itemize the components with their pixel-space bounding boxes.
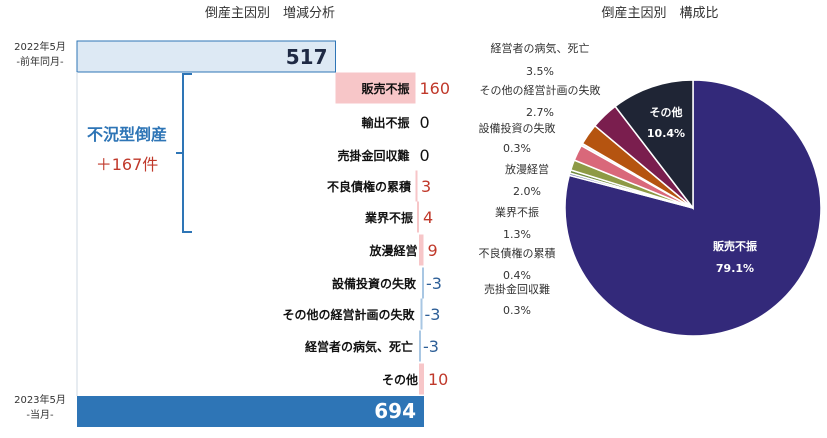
pie-label-8: 経営者の病気、死亡: [491, 41, 590, 55]
start-bar: [76, 40, 336, 73]
value-label-3: 0: [420, 146, 430, 165]
category-label-2: 輸出不振: [361, 115, 409, 130]
value-label-2: 0: [420, 113, 430, 132]
waterfall-bar-9: [419, 330, 421, 362]
pie-label-7: その他の経営計画の失敗: [480, 83, 601, 97]
category-label-3: 売掛金回収難: [337, 148, 409, 163]
waterfall-bar-5: [417, 201, 419, 233]
end-label-line2: -当月-: [26, 408, 54, 421]
pie-pct-5: 2.0%: [513, 185, 541, 198]
end-bar-value: 694: [374, 399, 416, 423]
pie-pct-2: 0.3%: [503, 304, 531, 317]
pie-label-4: 業界不振: [495, 205, 539, 219]
waterfall-bar-7: [422, 267, 424, 299]
pie-label-5: 放漫経営: [505, 162, 549, 176]
pie-label-6: 設備投資の失敗: [479, 121, 556, 135]
value-label-10: 10: [428, 370, 448, 389]
value-label-6: 9: [428, 241, 438, 260]
pie-label-1: 販売不振: [713, 239, 757, 253]
waterfall-chart: 517 2022年5月 -前年同月- 販売不振 160 輸出不振 0 売掛金回収難 0 不良債権の…: [14, 40, 450, 427]
category-label-6: 放漫経営: [368, 243, 417, 258]
pie-pct-1: 79.1%: [716, 262, 754, 275]
pie-chart: 販売不振 79.1% 売掛金回収難 0.3% 不良債権の累積 0.4% 業界不振 1.3% 放漫…: [479, 41, 822, 337]
waterfall-bar-10: [419, 363, 424, 395]
waterfall-bar-6: [419, 234, 424, 266]
category-label-4: 不良債権の累積: [327, 179, 412, 194]
value-label-4: 3: [421, 177, 431, 196]
category-label-7: 設備投資の失敗: [332, 276, 417, 291]
value-label-9: -3: [423, 337, 439, 356]
pie-pct-6: 0.3%: [503, 142, 531, 155]
pie-label-2: 売掛金回収難: [484, 282, 550, 296]
category-label-8: その他の経営計画の失敗: [282, 307, 415, 322]
value-label-5: 4: [423, 208, 433, 227]
pie-pct-4: 1.3%: [503, 228, 531, 241]
pie-label-3: 不良債権の累積: [479, 246, 556, 260]
waterfall-bar-1: [335, 72, 416, 104]
annotation-bracket: [176, 73, 192, 233]
value-label-8: -3: [425, 305, 441, 324]
pie-slice-9: [614, 79, 694, 211]
start-label-line2: -前年同月-: [16, 55, 64, 68]
end-label-line1: 2023年5月: [14, 393, 66, 406]
annotation-line1: 不況型倒産: [87, 125, 167, 144]
start-bar-value: 517: [286, 45, 328, 69]
annotation-line2: ＋167件: [96, 155, 159, 174]
pie-pct-9: 10.4%: [647, 127, 685, 140]
waterfall-title: 倒産主因別 増減分析: [205, 5, 335, 21]
pie-label-9: その他: [650, 105, 683, 119]
pie-pct-7: 2.7%: [526, 106, 554, 119]
end-bar: [77, 396, 424, 427]
waterfall-bar-4: [415, 170, 418, 202]
category-label-5: 業界不振: [364, 210, 413, 225]
value-label-1: 160: [420, 79, 451, 98]
value-label-7: -3: [426, 274, 442, 293]
start-label-line1: 2022年5月: [14, 40, 66, 53]
pie-pct-3: 0.4%: [503, 269, 531, 282]
pie-title: 倒産主因別 構成比: [601, 5, 718, 21]
category-label-10: その他: [382, 372, 418, 387]
category-label-1: 販売不振: [361, 81, 409, 96]
waterfall-bar-8: [420, 298, 423, 330]
pie-pct-8: 3.5%: [526, 65, 554, 78]
category-label-9: 経営者の病気、死亡: [305, 339, 413, 354]
